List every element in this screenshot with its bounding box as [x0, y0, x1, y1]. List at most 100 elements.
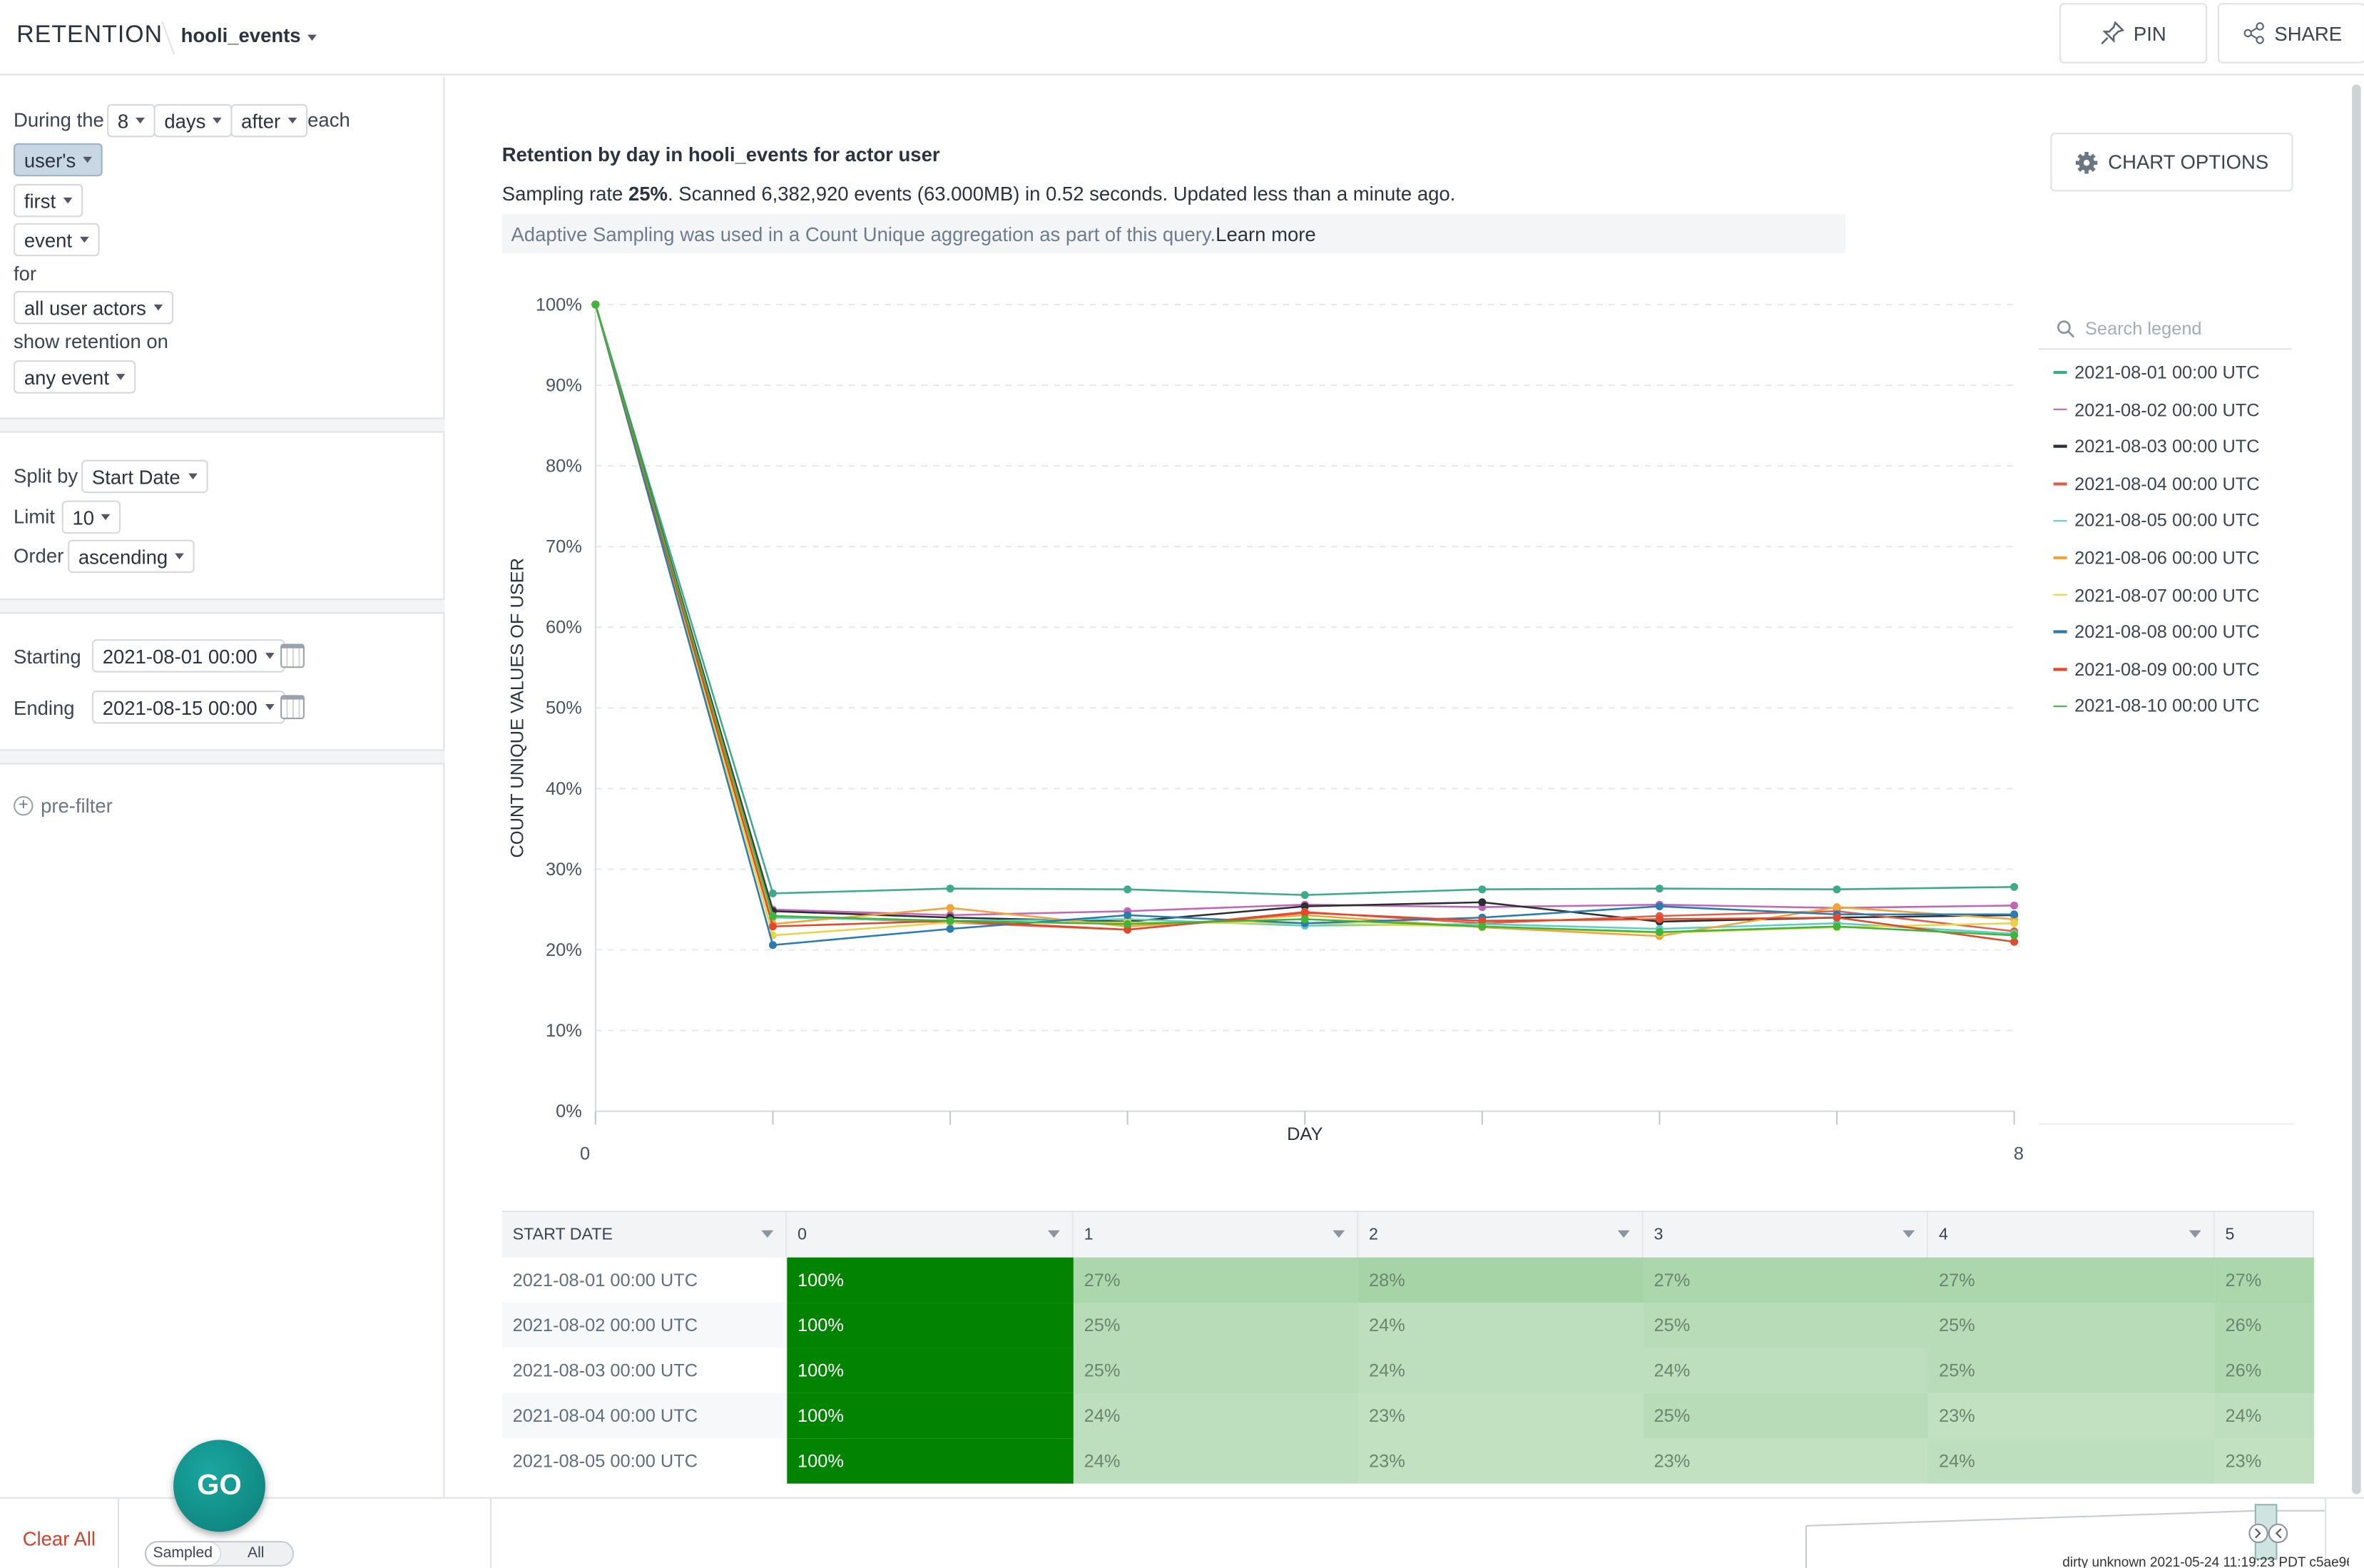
ending-date-dropdown[interactable]: 2021-08-15 00:00 — [91, 690, 285, 724]
legend-item[interactable]: 2021-08-09 00:00 UTC — [2053, 658, 2260, 680]
legend-item[interactable]: 2021-08-07 00:00 UTC — [2053, 584, 2260, 606]
all-option[interactable]: All — [248, 1545, 265, 1562]
ending-label: Ending — [14, 696, 75, 720]
data-point — [1655, 902, 1664, 910]
filter-icon[interactable] — [1902, 1230, 1915, 1238]
dataset-selector[interactable]: hooli_events — [181, 24, 317, 47]
series-group — [591, 300, 2019, 935]
filter-icon[interactable] — [1047, 1230, 1060, 1238]
series-line — [594, 304, 2014, 937]
event-dropdown[interactable]: event — [14, 223, 100, 257]
legend-item[interactable]: 2021-08-05 00:00 UTC — [2053, 510, 2260, 531]
series-line — [594, 304, 2014, 937]
y-tick-label: 0% — [556, 1101, 582, 1121]
subject-value: user's — [24, 148, 76, 171]
section-divider — [0, 599, 445, 614]
table-header-cell[interactable]: 5 — [2214, 1212, 2315, 1258]
retention-cell: 24% — [1358, 1348, 1644, 1393]
legend-label: 2021-08-07 00:00 UTC — [2074, 584, 2260, 606]
legend-search-input[interactable]: Search legend — [2038, 307, 2292, 350]
table-header-cell[interactable]: START DATE — [501, 1212, 788, 1258]
data-point — [768, 922, 777, 931]
legend-item[interactable]: 2021-08-02 00:00 UTC — [2053, 399, 2260, 420]
y-tick-label: 70% — [546, 537, 582, 557]
subject-dropdown[interactable]: user's — [14, 143, 103, 177]
legend-item[interactable]: 2021-08-10 00:00 UTC — [2053, 696, 2260, 717]
retention-cell: 26% — [2214, 1303, 2315, 1348]
table-header-cell[interactable]: 0 — [787, 1212, 1074, 1258]
series-line — [594, 304, 2014, 932]
legend-item[interactable]: 2021-08-04 00:00 UTC — [2053, 473, 2260, 494]
calendar-icon[interactable] — [280, 643, 305, 668]
filter-icon[interactable] — [761, 1230, 774, 1238]
legend-search-placeholder: Search legend — [2084, 317, 2202, 339]
column-header-label: 0 — [798, 1226, 807, 1244]
retention-cell: 27% — [2214, 1257, 2315, 1303]
sampling-toggle[interactable]: Sampled All — [144, 1540, 295, 1567]
chevron-down-icon — [188, 473, 197, 480]
vertical-scrollbar[interactable] — [2352, 84, 2361, 1495]
data-point — [1833, 885, 1841, 894]
starting-date-dropdown[interactable]: 2021-08-01 00:00 — [91, 639, 285, 673]
data-point — [1300, 915, 1309, 924]
legend-item[interactable]: 2021-08-08 00:00 UTC — [2053, 621, 2260, 643]
limit-dropdown[interactable]: 10 — [61, 500, 122, 534]
after-dropdown[interactable]: after — [230, 103, 308, 138]
y-tick-label: 50% — [546, 698, 582, 718]
retention-cell: 24% — [1358, 1303, 1644, 1348]
data-point — [768, 912, 777, 920]
actors-dropdown[interactable]: all user actors — [14, 290, 173, 325]
table-header-cell[interactable]: 3 — [1643, 1212, 1929, 1258]
filter-icon[interactable] — [1333, 1230, 1345, 1238]
filter-icon[interactable] — [2189, 1230, 2201, 1238]
during-the-label: During the — [14, 108, 104, 131]
legend-item[interactable]: 2021-08-03 00:00 UTC — [2053, 436, 2260, 457]
split-by-dropdown[interactable]: Start Date — [81, 459, 208, 494]
start-date-cell: 2021-08-05 00:00 UTC — [501, 1438, 788, 1484]
chart-options-button[interactable]: CHART OPTIONS — [2050, 132, 2293, 192]
legend-swatch — [2053, 482, 2067, 485]
table-header-cell[interactable]: 4 — [1928, 1212, 2215, 1258]
retention-cell: 24% — [2214, 1393, 2315, 1439]
first-dropdown[interactable]: first — [14, 183, 83, 218]
retention-cell: 25% — [1643, 1303, 1929, 1348]
table-row: 2021-08-02 00:00 UTC 100% 25% 24% 25% 25% 26% — [501, 1303, 2315, 1348]
prefilter-button[interactable]: + pre-filter — [14, 795, 113, 818]
x-tick-label: 8 — [2014, 1144, 2024, 1164]
share-button[interactable]: SHARE — [2217, 3, 2364, 63]
order-dropdown[interactable]: ascending — [68, 539, 195, 574]
legend-item[interactable]: 2021-08-01 00:00 UTC — [2053, 362, 2260, 383]
x-tick-label: 0 — [580, 1144, 590, 1164]
filter-icon[interactable] — [1617, 1230, 1630, 1238]
go-button[interactable]: GO — [173, 1440, 265, 1532]
legend-label: 2021-08-05 00:00 UTC — [2074, 510, 2260, 531]
column-header-label: 2 — [1369, 1226, 1379, 1244]
retention-event-dropdown[interactable]: any event — [14, 360, 137, 394]
start-date-cell: 2021-08-04 00:00 UTC — [501, 1393, 788, 1439]
retention-event-value: any event — [24, 365, 109, 389]
data-point — [1655, 928, 1664, 937]
pin-button[interactable]: PIN — [2059, 3, 2208, 63]
days-count-dropdown[interactable]: 8 — [107, 103, 156, 138]
learn-more-link[interactable]: Learn more — [1216, 222, 1316, 245]
legend-item[interactable]: 2021-08-06 00:00 UTC — [2053, 547, 2260, 569]
series-line — [594, 304, 2014, 943]
for-label: for — [14, 262, 37, 285]
pin-label: PIN — [2133, 21, 2166, 45]
clear-all-button[interactable]: Clear All — [22, 1527, 96, 1550]
table-header-cell[interactable]: 1 — [1073, 1212, 1359, 1258]
days-unit-dropdown[interactable]: days — [153, 103, 233, 138]
legend-label: 2021-08-08 00:00 UTC — [2074, 621, 2260, 643]
retention-cell: 23% — [1358, 1393, 1644, 1439]
series-line — [594, 304, 2014, 935]
table-header-cell[interactable]: 2 — [1358, 1212, 1644, 1258]
timeline-minimap[interactable] — [489, 1498, 2327, 1568]
limit-value: 10 — [72, 506, 95, 529]
calendar-icon[interactable] — [280, 695, 305, 720]
legend-label: 2021-08-01 00:00 UTC — [2074, 362, 2260, 383]
adaptive-sampling-note: Adaptive Sampling was used in a Count Un… — [501, 214, 1845, 254]
column-header-label: 5 — [2225, 1226, 2235, 1244]
show-retention-label: show retention on — [14, 330, 168, 353]
data-point — [1300, 908, 1309, 917]
sampled-option[interactable]: Sampled — [146, 1542, 220, 1565]
